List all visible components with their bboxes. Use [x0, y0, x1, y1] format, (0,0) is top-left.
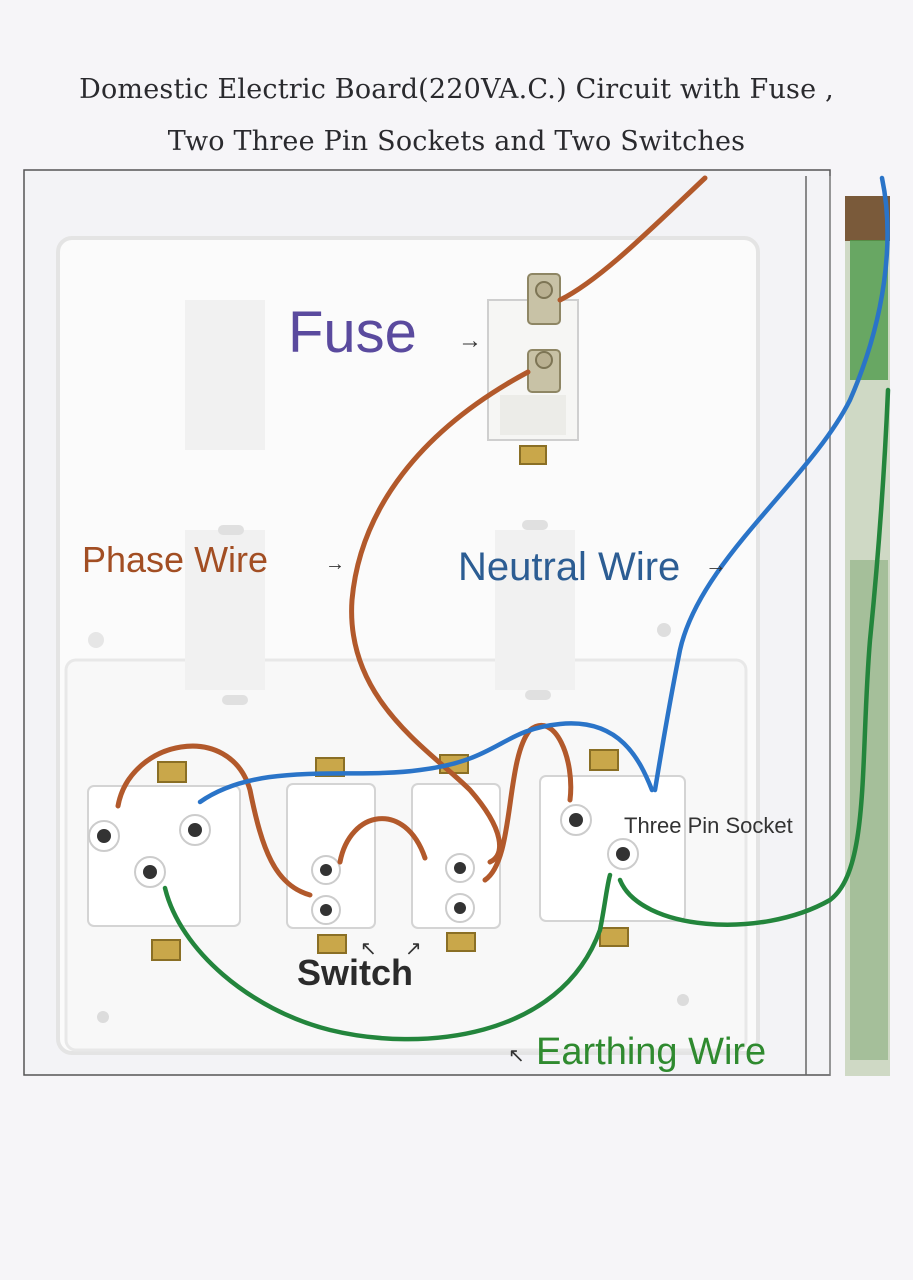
left-socket — [87, 761, 241, 961]
title-line-1: Domestic Electric Board(220VA.C.) Circui… — [79, 74, 834, 105]
earthing-wire-label: Earthing Wire — [536, 1031, 766, 1073]
labels: Fuse → Phase Wire → Neutral Wire → Three… — [82, 300, 793, 1073]
neutral-wire-supply — [652, 175, 890, 793]
neutral-wire-label: Neutral Wire — [458, 545, 680, 589]
earth-wire-left — [162, 872, 613, 1042]
switch-1 — [286, 757, 376, 954]
fuse-unit — [487, 273, 579, 465]
earth-wire-right — [617, 387, 891, 927]
phase-wire-arrow: → — [325, 553, 345, 575]
earthing-wire-arrow: ↖ — [508, 1045, 525, 1067]
neutral-wire-arrow: → — [705, 552, 727, 577]
right-socket — [539, 749, 686, 947]
switch-2 — [411, 754, 501, 952]
title-line-2: Two Three Pin Sockets and Two Switches — [167, 126, 746, 157]
fuse-arrow: → — [458, 327, 482, 354]
phase-wire-supply — [557, 175, 708, 303]
phase-wire-switch-jumper — [337, 816, 428, 865]
phase-wire-left-socket — [115, 743, 313, 898]
switch-arrow-right: ↗ — [405, 938, 422, 960]
phase-wire-main — [349, 369, 531, 865]
phase-wire-label: Phase Wire — [82, 539, 268, 580]
switch-label: Switch — [297, 952, 413, 993]
switch-arrow-left: ↖ — [360, 938, 377, 960]
fuse-label: Fuse — [288, 300, 417, 365]
three-pin-socket-label: Three Pin Socket — [624, 813, 793, 838]
neutral-wire-link — [197, 721, 655, 805]
